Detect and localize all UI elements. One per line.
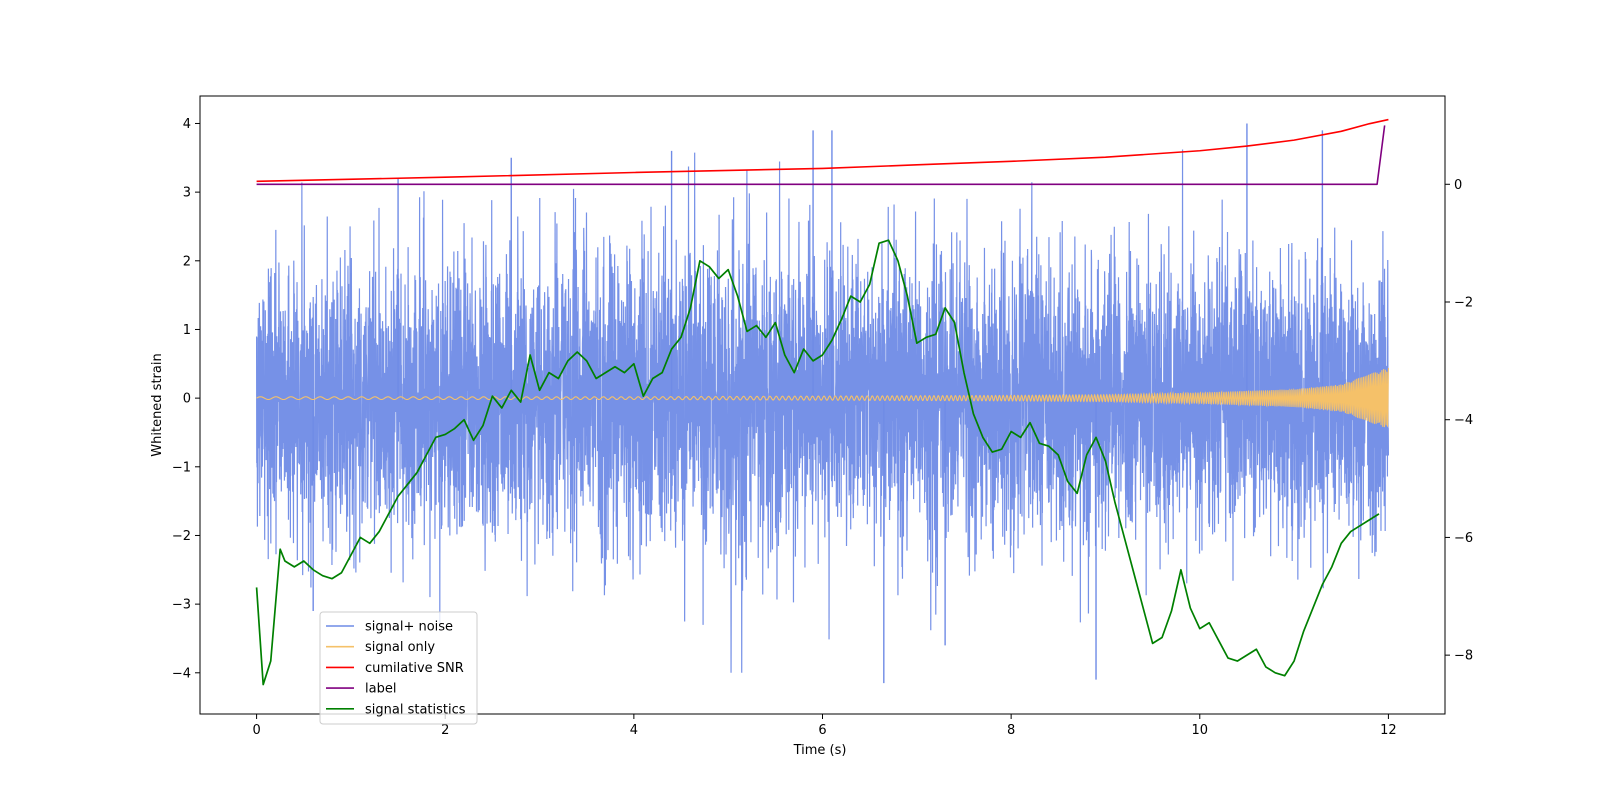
y-tick-label: −4 xyxy=(172,666,191,681)
y2-tick-label: −6 xyxy=(1454,531,1473,546)
y-tick-label: 4 xyxy=(183,117,191,132)
legend-label: signal statistics xyxy=(365,702,466,717)
x-tick-label: 4 xyxy=(630,723,638,738)
y2-tick-label: −8 xyxy=(1454,649,1473,664)
legend-box xyxy=(319,611,478,725)
series-line-label xyxy=(256,125,1386,186)
legend-label: label xyxy=(365,682,396,697)
x-tick-label: 2 xyxy=(441,723,449,738)
y-tick-label: 1 xyxy=(183,323,191,338)
y-tick-label: 3 xyxy=(183,186,191,201)
series-line-signal-statistics xyxy=(255,239,1380,686)
y-tick-label: −2 xyxy=(172,529,191,544)
series-line-signal-noise xyxy=(255,149,1390,673)
x-tick-label: 12 xyxy=(1380,723,1397,738)
y2-tick-label: −4 xyxy=(1454,413,1473,428)
y-axis-label: Whitened strain xyxy=(150,353,165,456)
y2-tick-label: −2 xyxy=(1454,296,1473,311)
series-line-signal-only xyxy=(256,367,1389,428)
series-line-cumulative-snr xyxy=(256,118,1389,183)
x-axis-label: Time (s) xyxy=(793,743,847,758)
legend-label: signal only xyxy=(365,640,435,655)
legend: signal+ noise signal only cumilative SNR la… xyxy=(319,611,478,725)
y-tick-label: −3 xyxy=(172,598,191,613)
y2-tick-label: 0 xyxy=(1454,178,1462,193)
x-tick-label: 8 xyxy=(1007,723,1015,738)
x-tick-label: 6 xyxy=(818,723,826,738)
x-tick-label: 0 xyxy=(252,723,260,738)
y-tick-label: 2 xyxy=(183,254,191,269)
y-tick-label: 0 xyxy=(183,392,191,407)
legend-label: signal+ noise xyxy=(365,620,453,635)
x-tick-label: 10 xyxy=(1191,723,1208,738)
legend-label: cumilative SNR xyxy=(365,661,464,676)
y-tick-label: −1 xyxy=(172,460,191,475)
